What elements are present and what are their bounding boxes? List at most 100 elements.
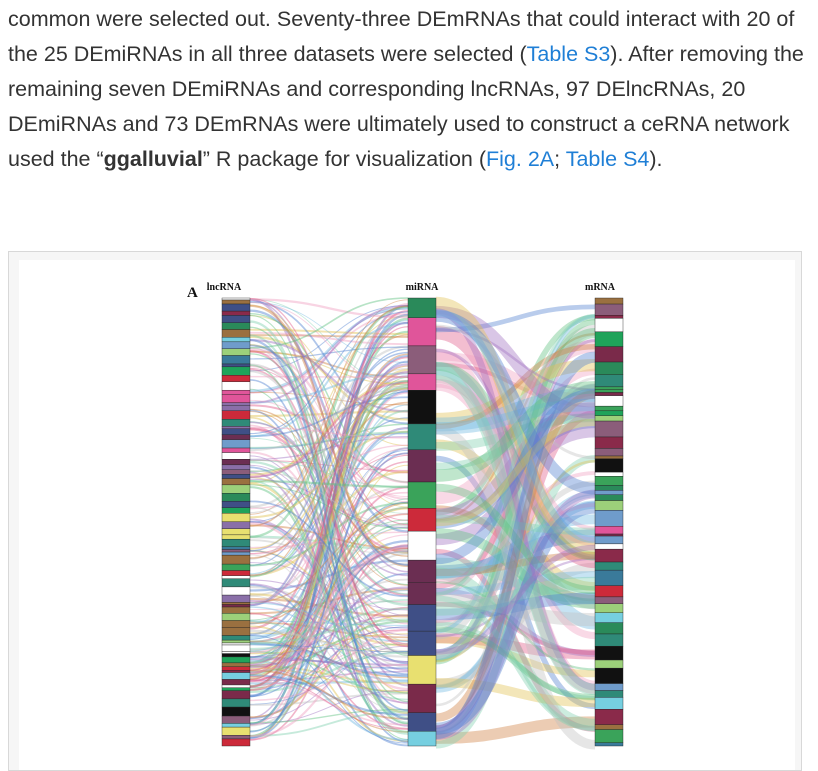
mrna-segment	[594, 331, 624, 347]
mirna-mrna-link	[435, 557, 596, 638]
lncrna-mirna-link	[249, 387, 409, 452]
lncrna-segment	[221, 303, 251, 312]
mrna-segment	[594, 374, 624, 388]
mirna-mrna-link	[435, 552, 596, 577]
lncrna-mirna-link	[249, 391, 409, 523]
lncrna-mirna-link	[249, 584, 409, 747]
mirna-mrna-link	[435, 471, 596, 583]
alluvial-columns	[221, 297, 624, 747]
lncrna-mirna-link	[249, 306, 409, 393]
lncrna-segment	[221, 447, 251, 453]
mrna-segment	[594, 596, 624, 604]
lncrna-mirna-link	[249, 305, 409, 508]
lncrna-mirna-link	[249, 436, 409, 461]
paragraph-text-5: ).	[649, 147, 663, 171]
lncrna-mirna-link	[249, 321, 409, 719]
lncrna-mirna-link	[249, 390, 409, 697]
mrna-segment	[594, 667, 624, 684]
mirna-mrna-link	[435, 324, 596, 460]
lncrna-mirna-link	[249, 559, 409, 592]
lncrna-mirna-link	[249, 380, 409, 691]
lncrna-mirna-link	[249, 389, 409, 479]
lncrna-mirna-link	[249, 314, 409, 656]
lncrna-mirna-link	[249, 676, 409, 730]
lncrna-segment	[221, 735, 251, 740]
mrna-segment	[594, 683, 624, 691]
mirna-mrna-link	[435, 304, 596, 333]
lncrna-mirna-link	[249, 300, 409, 425]
lncrna-mirna-link	[249, 451, 409, 625]
lncrna-mirna-link	[249, 501, 409, 567]
lncrna-mirna-link	[249, 522, 409, 691]
mirna-mrna-link	[435, 333, 596, 521]
lncrna-mirna-link	[249, 365, 409, 500]
lncrna-mirna-link	[249, 399, 409, 498]
lncrna-mirna-link	[249, 375, 409, 607]
lncrna-segment	[221, 551, 251, 556]
figure-container[interactable]: A lncRNA miRNA mRNA	[8, 251, 802, 771]
lncrna-mirna-link	[249, 476, 409, 622]
lncrna-mirna-link	[249, 606, 409, 678]
link-fig-2a[interactable]: Fig. 2A	[486, 147, 555, 171]
mrna-segment	[594, 297, 624, 305]
lncrna-segment	[221, 341, 251, 349]
lncrna-segment	[221, 672, 251, 680]
link-table-s3[interactable]: Table S3	[526, 42, 611, 66]
lncrna-mirna-link	[249, 620, 409, 673]
lncrna-mirna-link	[249, 513, 409, 604]
mirna-segment	[407, 481, 437, 509]
mirna-mrna-link	[435, 410, 596, 733]
mrna-segment	[594, 410, 624, 416]
lncrna-mirna-link	[249, 416, 409, 694]
panel-label: A	[187, 285, 198, 301]
lncrna-mirna-link	[249, 344, 409, 554]
lncrna-segment	[221, 666, 251, 671]
lncrna-mirna-link	[249, 629, 409, 666]
mirna-mrna-link	[435, 296, 596, 555]
lncrna-mirna-link	[249, 586, 409, 669]
lncrna-mirna-link	[249, 626, 409, 691]
lncrna-mirna-link	[249, 689, 409, 725]
lncrna-mirna-link	[249, 484, 409, 530]
lncrna-mirna-link	[249, 658, 409, 666]
mirna-mrna-link	[435, 483, 596, 595]
lncrna-mirna-link	[249, 453, 409, 555]
lncrna-segment	[221, 723, 251, 728]
lncrna-mirna-link	[249, 545, 409, 674]
lncrna-mirna-link	[249, 579, 409, 629]
lncrna-mirna-link	[249, 350, 409, 379]
lncrna-mirna-link	[249, 368, 409, 514]
lncrna-mirna-link	[249, 550, 409, 642]
mirna-column-title: miRNA	[406, 282, 440, 293]
lncrna-mirna-link	[249, 526, 409, 652]
lncrna-mirna-link	[249, 404, 409, 474]
lncrna-segment	[221, 474, 251, 479]
mirna-mrna-link	[435, 493, 596, 690]
lncrna-segment	[221, 310, 251, 316]
lncrna-segment	[221, 405, 251, 411]
mirna-mrna-link	[435, 368, 596, 696]
lncrna-segment	[221, 419, 251, 427]
lncrna-mirna-link	[249, 334, 409, 719]
lncrna-mirna-link	[249, 547, 409, 682]
lncrna-segment	[221, 521, 251, 529]
lncrna-segment	[221, 501, 251, 508]
mirna-segment	[407, 508, 437, 532]
lncrna-mirna-link	[249, 371, 409, 630]
lncrna-mirna-link	[249, 545, 409, 654]
mirna-mrna-link	[435, 528, 596, 609]
mirna-mrna-link	[435, 529, 596, 579]
mrna-segment	[594, 633, 624, 647]
lncrna-mirna-link	[249, 437, 409, 514]
mrna-segment	[594, 561, 624, 571]
lncrna-segment	[221, 375, 251, 383]
paragraph-text-4: ;	[554, 147, 566, 171]
lncrna-segment	[221, 687, 251, 691]
lncrna-segment	[221, 554, 251, 565]
mrna-segment	[594, 315, 624, 319]
link-table-s4[interactable]: Table S4	[565, 147, 650, 171]
lncrna-mirna-link	[249, 520, 409, 675]
lncrna-segment	[221, 355, 251, 365]
lncrna-mirna-link	[249, 356, 409, 681]
lncrna-mirna-link	[249, 421, 409, 595]
